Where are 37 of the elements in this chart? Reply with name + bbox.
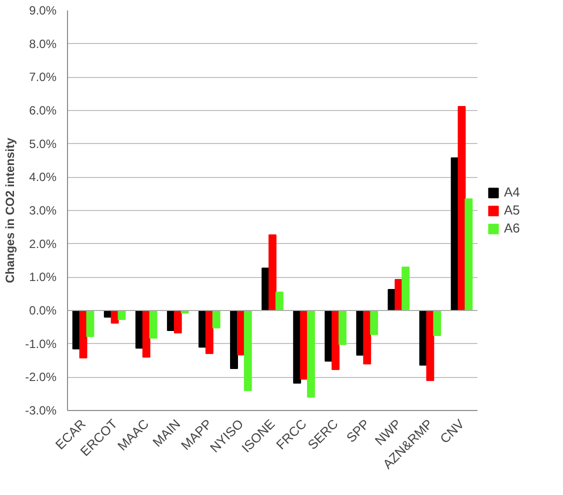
y-tick-label: 6.0%	[29, 104, 57, 118]
y-tick-label: -3.0%	[25, 404, 57, 418]
bar	[149, 310, 158, 339]
bar	[464, 198, 473, 311]
bar	[268, 234, 276, 311]
bar	[205, 310, 214, 354]
bar	[142, 310, 150, 358]
bar	[426, 310, 434, 381]
y-tick-label: 8.0%	[29, 36, 57, 51]
y-tick-label: 4.0%	[29, 170, 57, 184]
bar	[402, 266, 410, 311]
y-tick-label: 9.0%	[29, 4, 57, 18]
bar	[338, 310, 346, 345]
y-tick-label: 0.0%	[29, 304, 57, 318]
y-tick-label: -2.0%	[25, 370, 57, 384]
bar	[212, 310, 220, 328]
y-tick-label: 7.0%	[29, 70, 57, 84]
bar	[433, 310, 442, 336]
bar	[307, 310, 315, 398]
bar	[370, 310, 378, 335]
y-tick-label: 1.0%	[29, 270, 57, 284]
bar	[332, 310, 340, 370]
y-tick-label: -1.0%	[25, 336, 57, 351]
legend-label: A6	[504, 220, 521, 236]
x-tick-label: SPP	[343, 416, 372, 446]
y-tick-label: 5.0%	[29, 136, 57, 151]
y-axis-title: Changes in CO2 intensity	[3, 137, 18, 284]
legend-label: A5	[504, 202, 521, 218]
y-tick-label: 2.0%	[29, 236, 57, 251]
bar	[86, 310, 94, 337]
bar	[363, 310, 372, 364]
bar	[230, 310, 238, 369]
bar	[244, 310, 252, 391]
legend-label: A4	[504, 184, 521, 200]
bar	[275, 292, 284, 311]
bar	[174, 310, 182, 334]
y-tick-label: 3.0%	[29, 204, 57, 218]
